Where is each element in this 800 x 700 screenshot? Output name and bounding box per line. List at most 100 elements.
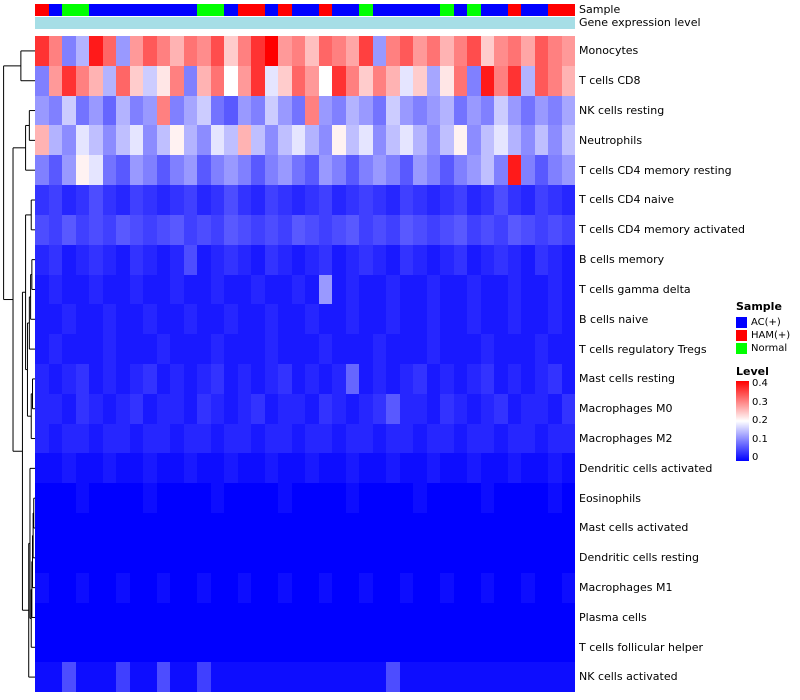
heatmap-cell bbox=[210, 334, 224, 364]
heatmap-cell bbox=[507, 423, 521, 454]
sample-annotation-cell bbox=[413, 4, 427, 16]
heatmap-cell bbox=[48, 632, 62, 663]
heatmap-cell bbox=[183, 513, 197, 543]
heatmap-cell bbox=[35, 185, 49, 215]
heatmap-cell bbox=[116, 334, 130, 364]
heatmap-cell bbox=[548, 214, 562, 245]
heatmap-cell bbox=[48, 393, 62, 424]
heatmap-cell bbox=[359, 214, 373, 245]
heatmap-cell bbox=[386, 65, 400, 96]
heatmap-cell bbox=[143, 304, 157, 335]
heatmap-cell bbox=[399, 304, 413, 335]
heatmap-cell bbox=[507, 334, 521, 364]
heatmap-cell bbox=[399, 185, 413, 215]
heatmap-cell bbox=[561, 244, 575, 275]
heatmap-cell bbox=[534, 632, 548, 663]
heatmap-cell bbox=[75, 185, 89, 215]
heatmap-cell bbox=[440, 95, 454, 126]
heatmap-cell bbox=[494, 542, 508, 573]
heatmap-cell bbox=[48, 125, 62, 156]
heatmap-cell bbox=[453, 423, 467, 454]
heatmap-cell bbox=[264, 632, 278, 663]
heatmap-cell bbox=[129, 95, 143, 126]
legend-swatch bbox=[736, 330, 747, 341]
heatmap-cell bbox=[251, 185, 265, 215]
heatmap-cell bbox=[35, 95, 49, 126]
heatmap-cell bbox=[453, 483, 467, 514]
heatmap-cell bbox=[440, 125, 454, 156]
heatmap-cell bbox=[318, 513, 332, 543]
heatmap-cell bbox=[129, 542, 143, 573]
heatmap-cell bbox=[561, 304, 575, 335]
sample-annotation-cell bbox=[467, 4, 481, 16]
heatmap-cell bbox=[237, 214, 251, 245]
heatmap-cell bbox=[372, 155, 386, 186]
heatmap-cell bbox=[278, 125, 292, 156]
heatmap-cell bbox=[156, 274, 170, 305]
heatmap-cell bbox=[372, 513, 386, 543]
heatmap-cell bbox=[534, 662, 548, 692]
heatmap-cell bbox=[507, 36, 521, 66]
heatmap-cell bbox=[102, 304, 116, 335]
heatmap-cell bbox=[426, 602, 440, 633]
heatmap-cell bbox=[426, 65, 440, 96]
heatmap-cell bbox=[467, 334, 481, 364]
heatmap-cell bbox=[278, 274, 292, 305]
heatmap-cell bbox=[440, 304, 454, 335]
heatmap-cell bbox=[386, 602, 400, 633]
heatmap-cell bbox=[521, 513, 535, 543]
heatmap-cell bbox=[318, 95, 332, 126]
heatmap-cell bbox=[129, 125, 143, 156]
heatmap-cell bbox=[467, 155, 481, 186]
heatmap-cell bbox=[480, 274, 494, 305]
row-label: T cells regulatory Tregs bbox=[579, 342, 707, 356]
heatmap-cell bbox=[48, 214, 62, 245]
heatmap-cell bbox=[129, 513, 143, 543]
heatmap-cell bbox=[548, 602, 562, 633]
sample-annotation-cell bbox=[264, 4, 278, 16]
heatmap-cell bbox=[359, 244, 373, 275]
heatmap-cell bbox=[507, 602, 521, 633]
heatmap-cell bbox=[494, 602, 508, 633]
heatmap-cell bbox=[89, 334, 103, 364]
heatmap-cell bbox=[480, 542, 494, 573]
heatmap-cell bbox=[62, 453, 76, 484]
heatmap-cell bbox=[399, 214, 413, 245]
heatmap-cell bbox=[35, 453, 49, 484]
heatmap-cell bbox=[494, 304, 508, 335]
heatmap-cell bbox=[386, 304, 400, 335]
heatmap-cell bbox=[318, 542, 332, 573]
heatmap-cell bbox=[264, 453, 278, 484]
heatmap-cell bbox=[413, 185, 427, 215]
heatmap-cell bbox=[305, 125, 319, 156]
level-tick: 0.1 bbox=[752, 433, 768, 445]
heatmap-cell bbox=[467, 125, 481, 156]
row-label: B cells memory bbox=[579, 253, 665, 267]
heatmap-cell bbox=[264, 125, 278, 156]
heatmap-cell bbox=[413, 393, 427, 424]
sample-annotation-cell bbox=[399, 4, 413, 16]
heatmap-cell bbox=[372, 274, 386, 305]
heatmap-cell bbox=[183, 364, 197, 394]
heatmap-cell bbox=[507, 364, 521, 394]
heatmap-cell bbox=[210, 662, 224, 692]
sample-annotation-cell bbox=[197, 4, 211, 16]
heatmap-cell bbox=[332, 393, 346, 424]
heatmap-cell bbox=[89, 304, 103, 335]
heatmap-cell bbox=[372, 602, 386, 633]
heatmap-cell bbox=[102, 453, 116, 484]
heatmap-cell bbox=[197, 513, 211, 543]
heatmap-cell bbox=[372, 632, 386, 663]
row-label: NK cells resting bbox=[579, 104, 665, 118]
heatmap-cell bbox=[197, 155, 211, 186]
heatmap-cell bbox=[386, 662, 400, 692]
heatmap-cell bbox=[35, 662, 49, 692]
heatmap-cell bbox=[507, 393, 521, 424]
heatmap-cell bbox=[440, 662, 454, 692]
heatmap-cell bbox=[156, 244, 170, 275]
heatmap-cell bbox=[183, 453, 197, 484]
heatmap-cell bbox=[183, 244, 197, 275]
heatmap-cell bbox=[494, 483, 508, 514]
heatmap-cell bbox=[102, 334, 116, 364]
heatmap-cell bbox=[102, 662, 116, 692]
